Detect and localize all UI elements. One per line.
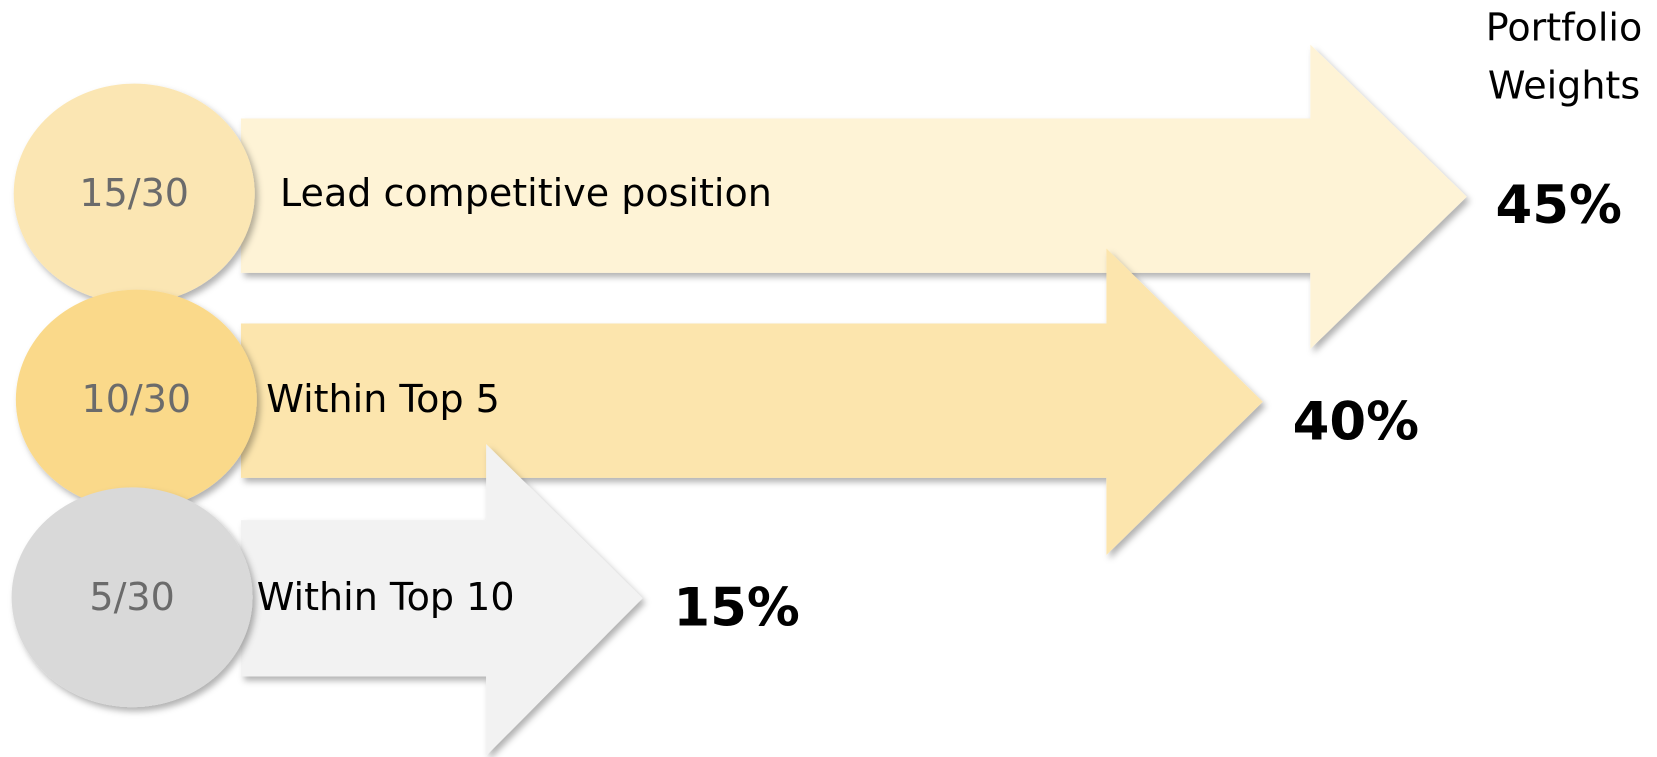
ratio: 5/30 (89, 575, 174, 619)
circle (15, 289, 257, 510)
weight: 40% (1293, 392, 1419, 453)
header-line: Weights (1488, 63, 1640, 107)
header-line: Portfolio (1486, 5, 1642, 49)
circle (13, 83, 255, 304)
row-label: Within Top 10 (257, 575, 515, 619)
weight: 15% (673, 578, 799, 639)
ratio: 15/30 (79, 171, 189, 215)
arrow (240, 444, 643, 756)
row-label: Lead competitive position (280, 171, 772, 215)
ratio: 10/30 (82, 377, 192, 421)
arrow (240, 44, 1467, 349)
weight: 45% (1495, 175, 1621, 236)
circle (11, 487, 253, 708)
arrow (240, 248, 1263, 555)
row-label: Within Top 5 (266, 377, 500, 421)
